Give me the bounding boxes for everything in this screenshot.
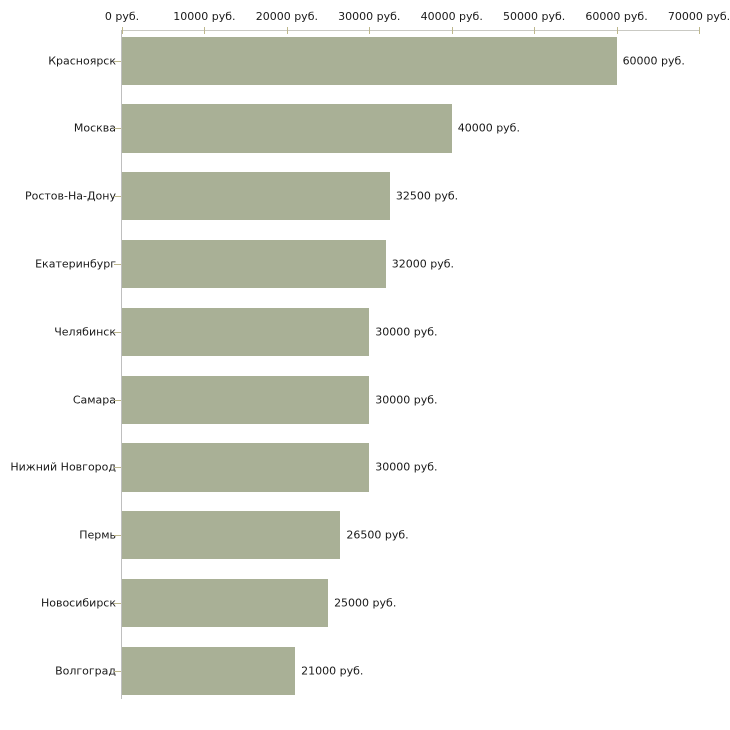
category-label: Екатеринбург xyxy=(35,257,116,271)
bar xyxy=(122,511,341,560)
value-label: 32000 руб. xyxy=(391,257,455,271)
x-axis-tick-label: 50000 руб. xyxy=(503,10,566,23)
value-label: 30000 руб. xyxy=(375,325,438,339)
x-axis-line xyxy=(122,30,699,31)
x-axis-tick xyxy=(122,27,123,34)
bar xyxy=(122,443,370,492)
y-axis-tick xyxy=(114,196,121,198)
y-axis-line xyxy=(121,30,122,699)
value-label: 25000 руб. xyxy=(334,596,397,610)
category-label: Ростов-На-Дону xyxy=(24,189,116,203)
x-axis-tick-label: 40000 руб. xyxy=(420,10,483,23)
bar xyxy=(122,239,386,289)
value-label: 30000 руб. xyxy=(375,460,438,474)
value-label: 30000 руб. xyxy=(375,393,438,407)
y-axis-tick xyxy=(114,60,121,62)
bar xyxy=(122,104,452,153)
y-axis-tick xyxy=(114,467,121,469)
x-axis-tick-label: 20000 руб. xyxy=(255,10,318,23)
x-axis-tick-label: 10000 руб. xyxy=(173,10,236,23)
value-label: 32500 руб. xyxy=(395,189,459,203)
y-axis-tick xyxy=(114,331,121,333)
bar xyxy=(122,578,329,628)
bar xyxy=(122,375,370,424)
x-axis-tick-label: 70000 руб. xyxy=(667,10,730,23)
x-axis-tick xyxy=(534,27,536,34)
x-axis-tick xyxy=(451,27,453,34)
x-axis-tick-label: 0 руб. xyxy=(104,10,140,23)
value-label: 21000 руб. xyxy=(301,664,364,678)
y-axis-tick xyxy=(114,128,121,130)
category-label: Волгоград xyxy=(55,664,116,678)
category-label: Новосибирск xyxy=(40,596,116,610)
bar xyxy=(122,646,296,695)
x-axis-tick xyxy=(369,27,371,34)
y-axis-tick xyxy=(114,535,121,537)
y-axis-tick xyxy=(114,603,121,605)
category-label: Самара xyxy=(72,393,116,407)
y-axis-tick xyxy=(114,399,121,401)
category-label: Нижний Новгород xyxy=(10,460,116,474)
value-label: 40000 руб. xyxy=(457,121,520,135)
x-axis-tick-label: 30000 руб. xyxy=(338,10,401,23)
y-axis-tick xyxy=(114,264,121,266)
x-axis-tick-label: 60000 руб. xyxy=(585,10,648,23)
y-axis-tick xyxy=(114,670,121,672)
category-label: Пермь xyxy=(79,528,116,542)
x-axis-tick xyxy=(699,27,700,34)
x-axis-tick xyxy=(204,27,206,34)
bar xyxy=(122,307,370,356)
value-label: 26500 руб. xyxy=(346,528,409,542)
category-label: Челябинск xyxy=(54,325,116,339)
x-axis-tick xyxy=(286,27,288,34)
category-label: Москва xyxy=(73,121,116,135)
x-axis-tick xyxy=(616,27,618,34)
category-label: Красноярск xyxy=(48,54,116,68)
bar xyxy=(122,172,390,221)
bar xyxy=(122,36,617,85)
value-label: 60000 руб. xyxy=(622,54,685,68)
